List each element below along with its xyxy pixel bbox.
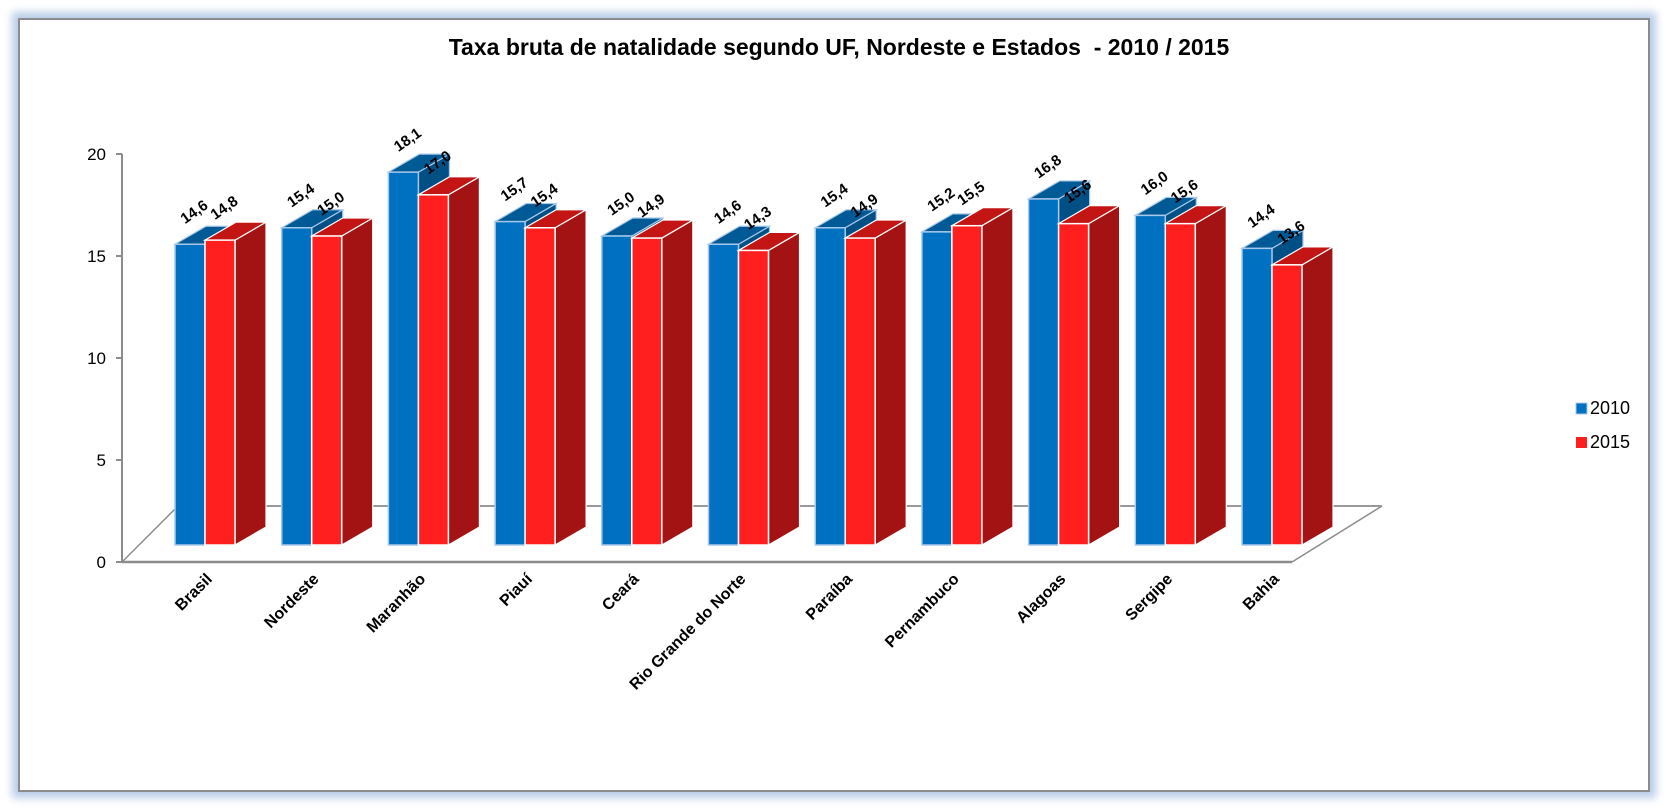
legend-swatch-2010: [1575, 402, 1588, 415]
bar-side-face: [234, 221, 267, 547]
y-tick-label: 15: [87, 247, 106, 266]
bar-2015-1: [309, 216, 375, 547]
x-tick-label: Brasil: [172, 571, 215, 614]
bar-front-face: [1241, 247, 1273, 546]
bar-2015-10: [1269, 245, 1336, 547]
bar-front-face: [737, 249, 770, 546]
bar-front-face: [387, 171, 420, 546]
x-tick-label: Nordeste: [261, 571, 322, 632]
data-label: 16,0: [1138, 168, 1172, 199]
data-label: 15,4: [284, 180, 318, 211]
data-label: 14,4: [1245, 201, 1279, 232]
legend: 2010 2015: [1575, 398, 1630, 452]
data-label: 14,6: [178, 197, 212, 228]
bar-front-face: [280, 227, 313, 546]
data-label: 15,7: [498, 174, 532, 205]
bar-2015-0: [202, 221, 269, 547]
bar-side-face: [981, 206, 1014, 547]
bar-front-face: [631, 237, 663, 546]
x-tick-label: Sergipe: [1123, 571, 1177, 625]
bars: [172, 153, 1336, 547]
bar-side-face: [1194, 204, 1227, 547]
bar-2015-4: [629, 219, 696, 547]
bar-front-face: [1271, 264, 1303, 546]
bar-front-face: [707, 243, 740, 546]
bar-side-face: [447, 175, 480, 547]
bar-front-face: [951, 224, 983, 546]
bar-front-face: [844, 237, 876, 546]
data-label: 14,9: [634, 191, 668, 222]
bar-side-face: [1087, 204, 1121, 547]
bar-2015-8: [1056, 204, 1122, 547]
x-tick-label: Ceará: [599, 571, 643, 615]
legend-swatch-2015: [1576, 437, 1587, 448]
x-tick-label: Pernambuco: [882, 571, 963, 652]
data-label: 15,5: [954, 178, 988, 209]
bar-front-face: [1164, 222, 1197, 546]
data-label: 15,0: [604, 189, 638, 220]
data-label: 16,8: [1031, 152, 1065, 183]
y-tick-label: 5: [97, 451, 106, 470]
bar-front-face: [310, 235, 343, 546]
bar-front-face: [1134, 214, 1167, 546]
x-tick-label: Bahia: [1240, 571, 1283, 614]
y-tick-label: 10: [87, 349, 106, 368]
data-label: 15,2: [924, 184, 958, 215]
data-label: 14,8: [208, 193, 242, 224]
bar-front-face: [494, 220, 526, 546]
bar-front-face: [1027, 198, 1060, 546]
bar-side-face: [874, 219, 907, 547]
data-label: 14,6: [711, 197, 745, 228]
bar-side-face: [554, 208, 587, 547]
floor-right-edge: [1291, 505, 1383, 563]
bar-front-face: [174, 243, 206, 546]
bar-2015-5: [736, 231, 802, 547]
data-label: 15,4: [818, 180, 852, 211]
bar-front-face: [921, 231, 953, 546]
legend-label-2015: 2015: [1590, 432, 1630, 452]
bar-front-face: [417, 194, 450, 546]
y-tick-label: 20: [87, 145, 106, 164]
bar-side-face: [767, 231, 801, 547]
bar-2015-2: [416, 175, 482, 547]
legend-label-2010: 2010: [1590, 398, 1630, 418]
floor-left-edge: [121, 505, 179, 563]
bar-2015-7: [949, 206, 1016, 547]
bar-2015-3: [522, 208, 589, 547]
chart-title: Taxa bruta de natalidade segundo UF, Nor…: [448, 34, 1230, 60]
x-tick-label: Alagoas: [1013, 571, 1069, 627]
bar-front-face: [524, 227, 556, 546]
x-tick-label: Piauí: [497, 570, 536, 609]
data-label: 18,1: [391, 125, 425, 156]
x-tick-label: Paraíba: [803, 571, 856, 624]
bar-front-face: [204, 239, 236, 546]
bar-side-face: [1301, 245, 1334, 547]
bar-front-face: [601, 235, 633, 546]
y-tick-label: 0: [97, 553, 106, 572]
x-tick-label: Maranhão: [364, 571, 430, 637]
bar-side-face: [341, 216, 374, 547]
bar-front-face: [814, 227, 846, 546]
bar-2015-6: [842, 219, 909, 547]
bar-side-face: [661, 219, 694, 547]
x-tick-label: Rio Grande do Norte: [627, 571, 750, 694]
bar-front-face: [1057, 222, 1090, 546]
bar-2015-9: [1163, 204, 1229, 547]
